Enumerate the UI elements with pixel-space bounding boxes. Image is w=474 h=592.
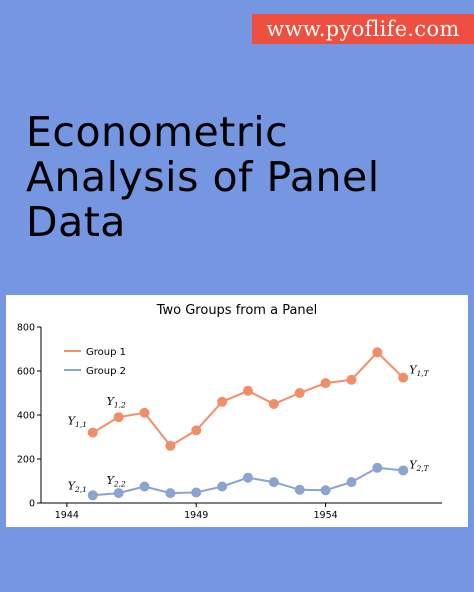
- book-title-line-1: Econometric: [26, 108, 289, 156]
- series-2-point: [242, 472, 253, 483]
- legend-label-1: Group 1: [86, 347, 126, 358]
- chart-axes: 0 200 400 600 800 1944 1949 1954: [17, 323, 442, 521]
- series-1-point: [165, 440, 176, 451]
- point-annotation: Y2,2: [107, 474, 126, 489]
- series-1-point: [242, 385, 253, 396]
- series-1-point: [217, 396, 228, 407]
- y-tick-label: 0: [29, 499, 35, 510]
- series-1-point: [398, 372, 409, 383]
- book-title-line-3: Data: [26, 198, 126, 246]
- chart-card: Two Groups from a Panel 0 200 400 600 800 194…: [6, 295, 468, 527]
- website-url-text: www.pyoflife.com: [266, 17, 460, 41]
- x-tick-label: 1949: [184, 510, 208, 521]
- chart-legend: Group 1 Group 2: [64, 347, 126, 377]
- legend-label-2: Group 2: [86, 366, 126, 377]
- point-annotation: Y1,2: [107, 395, 126, 410]
- series-1-point: [87, 427, 98, 438]
- point-annotation: Y1,1: [68, 415, 87, 430]
- series-1-point: [113, 412, 124, 423]
- point-annotation: Y1,T: [409, 364, 429, 379]
- x-tick-label: 1954: [313, 510, 337, 521]
- y-tick-label: 600: [17, 367, 35, 378]
- y-tick-label: 200: [17, 455, 35, 466]
- series-1-point: [346, 374, 357, 385]
- series-line-1: [92, 350, 404, 448]
- series-2-point: [320, 485, 331, 496]
- series-2-point: [113, 488, 124, 499]
- series-1-point: [320, 378, 331, 389]
- series-2-point: [165, 488, 176, 499]
- series-1-point: [139, 407, 150, 418]
- website-url-banner[interactable]: www.pyoflife.com: [252, 14, 474, 44]
- series-2-point: [294, 484, 305, 495]
- series-2-point: [372, 462, 383, 473]
- series-2-point: [268, 477, 279, 488]
- point-annotation: Y2,T: [409, 458, 429, 473]
- x-tick-label: 1944: [55, 510, 79, 521]
- panel-line-chart: Two Groups from a Panel 0 200 400 600 800 194…: [17, 303, 442, 521]
- book-title: Econometric Analysis of Panel Data: [26, 110, 466, 245]
- series-1-point: [372, 347, 383, 358]
- series-2-point: [191, 487, 202, 498]
- point-annotation: Y2,1: [68, 479, 87, 494]
- series-2-point: [87, 490, 98, 501]
- y-tick-label: 800: [17, 323, 35, 334]
- series-1-point: [268, 399, 279, 409]
- series-2-point: [217, 481, 228, 492]
- series-1-point: [294, 388, 305, 398]
- series-2-point: [346, 477, 357, 488]
- chart-plot-area: Y1,1 Y1,2 Y1,T Y2,1 Y2,2 Y2,T: [68, 347, 430, 501]
- series-1-point: [191, 425, 202, 436]
- series-2-point: [398, 465, 409, 476]
- series-2-point: [139, 481, 150, 492]
- y-tick-label: 400: [17, 411, 35, 422]
- chart-title: Two Groups from a Panel: [156, 303, 318, 318]
- book-title-line-2: Analysis of Panel: [26, 153, 380, 201]
